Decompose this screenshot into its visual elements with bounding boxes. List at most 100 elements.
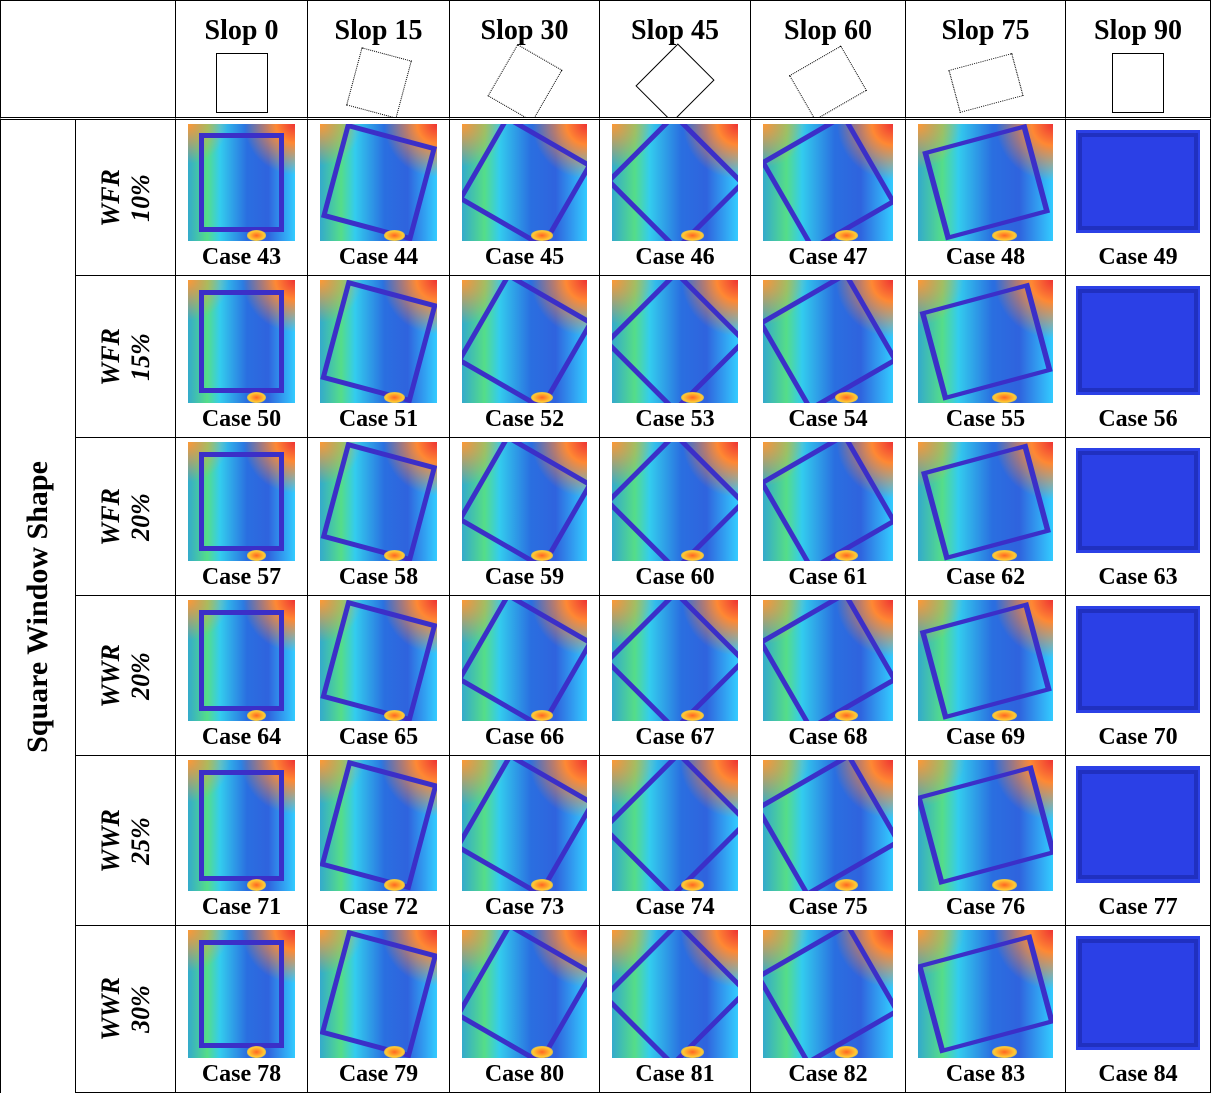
table-page: Square Window Shape Slop 0Slop 15Slop 30…: [0, 0, 1211, 1093]
contour-image: [763, 280, 893, 403]
contour-image: [188, 442, 295, 561]
case-label: Case 61: [751, 564, 905, 591]
row-label-line: 20%: [126, 644, 156, 708]
inlet-jet: [835, 879, 858, 891]
case-cell: Case 80: [450, 926, 600, 1093]
case-label: Case 81: [600, 1061, 750, 1088]
case-label: Case 53: [600, 406, 750, 433]
room-outline: [612, 124, 738, 241]
contour-image: [1076, 606, 1200, 713]
column-title: Slop 60: [751, 15, 905, 47]
case-label: Case 84: [1066, 1061, 1210, 1088]
row-label-line: 20%: [126, 488, 156, 546]
column-header: Slop 75: [906, 0, 1066, 120]
case-cell: Case 78: [176, 926, 308, 1093]
inlet-jet: [531, 879, 554, 891]
case-cell: Case 67: [600, 596, 751, 756]
case-label: Case 62: [906, 564, 1065, 591]
case-cell: Case 65: [308, 596, 450, 756]
room-outline: [462, 600, 587, 721]
contour-image: [320, 124, 437, 241]
case-cell: Case 48: [906, 120, 1066, 276]
contour-image: [612, 600, 738, 721]
contour-image: [763, 600, 893, 721]
case-label: Case 57: [176, 564, 307, 591]
case-cell: Case 58: [308, 438, 450, 596]
case-cell: Case 55: [906, 276, 1066, 438]
contour-image: [763, 760, 893, 891]
contour-image: [763, 442, 893, 561]
inlet-jet: [835, 392, 858, 403]
column-header: Slop 45: [600, 0, 751, 120]
case-label: Case 56: [1066, 406, 1210, 433]
row-label: WWR30%: [96, 977, 156, 1041]
room-outline: [612, 930, 738, 1058]
case-cell: Case 56: [1066, 276, 1211, 438]
case-cell: Case 50: [176, 276, 308, 438]
case-label: Case 83: [906, 1061, 1065, 1088]
room-outline: [199, 290, 285, 393]
case-label: Case 46: [600, 244, 750, 271]
shape-icon: [635, 43, 714, 120]
room-outline: [612, 760, 738, 891]
room-outline: [462, 442, 587, 561]
contour-image: [612, 760, 738, 891]
inlet-jet: [992, 392, 1016, 403]
case-cell: Case 79: [308, 926, 450, 1093]
inlet-jet: [531, 550, 554, 561]
contour-image: [612, 280, 738, 403]
row-label-line: WWR: [96, 809, 126, 873]
case-label: Case 74: [600, 894, 750, 921]
room-outline: [199, 133, 285, 231]
case-cell: Case 54: [751, 276, 906, 438]
contour-image: [1076, 448, 1200, 553]
contour-image: [462, 930, 587, 1058]
contour-image: [320, 442, 437, 561]
room-outline: [1078, 133, 1197, 230]
case-cell: Case 70: [1066, 596, 1211, 756]
case-label: Case 79: [308, 1061, 449, 1088]
case-label: Case 77: [1066, 894, 1210, 921]
room-outline: [1078, 939, 1197, 1046]
case-cell: Case 60: [600, 438, 751, 596]
inlet-jet: [681, 710, 704, 721]
case-cell: Case 77: [1066, 756, 1211, 926]
case-label: Case 50: [176, 406, 307, 433]
room-outline: [462, 124, 587, 241]
case-cell: Case 75: [751, 756, 906, 926]
case-label: Case 44: [308, 244, 449, 271]
room-outline: [763, 600, 893, 721]
room-outline: [320, 280, 437, 403]
column-header: Slop 30: [450, 0, 600, 120]
case-label: Case 49: [1066, 244, 1210, 271]
row-label-line: WFR: [96, 169, 126, 227]
contour-image: [188, 280, 295, 403]
shape-icon: [1112, 53, 1164, 113]
room-outline: [763, 930, 893, 1058]
room-outline: [763, 442, 893, 561]
column-header: Slop 60: [751, 0, 906, 120]
case-label: Case 80: [450, 1061, 599, 1088]
shape-icon: [346, 47, 412, 118]
contour-image: [462, 442, 587, 561]
case-label: Case 58: [308, 564, 449, 591]
inlet-jet: [835, 1046, 858, 1058]
inlet-jet: [531, 710, 554, 721]
case-label: Case 51: [308, 406, 449, 433]
case-label: Case 66: [450, 724, 599, 751]
contour-image: [188, 600, 295, 721]
column-header: Slop 90: [1066, 0, 1211, 120]
row-label: WFR15%: [96, 328, 156, 386]
case-label: Case 76: [906, 894, 1065, 921]
case-label: Case 60: [600, 564, 750, 591]
row-label-line: WWR: [96, 644, 126, 708]
inlet-jet: [835, 230, 858, 241]
group-label: Square Window Shape: [21, 461, 55, 753]
contour-image: [320, 930, 437, 1058]
case-cell: Case 69: [906, 596, 1066, 756]
contour-image: [612, 930, 738, 1058]
case-cell: Case 46: [600, 120, 751, 276]
